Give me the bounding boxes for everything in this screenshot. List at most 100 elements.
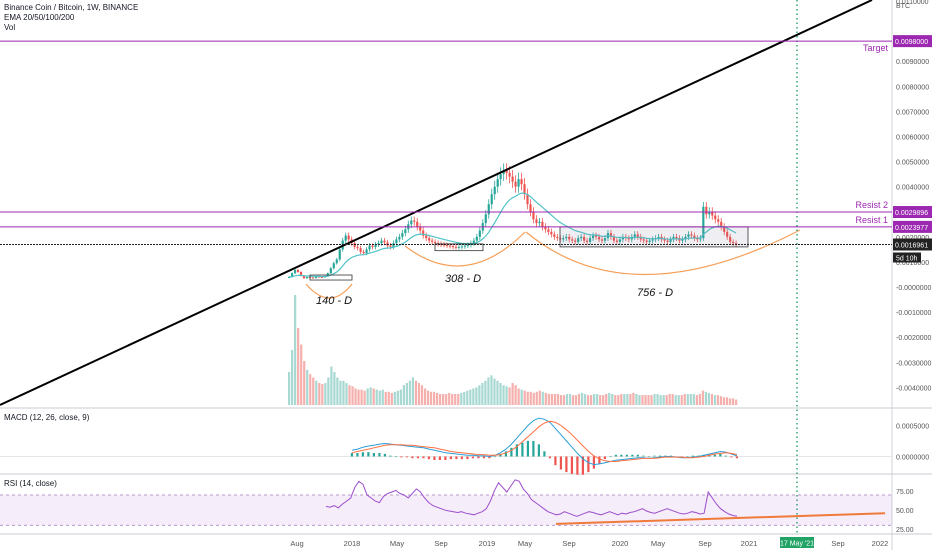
candle-body <box>636 234 639 237</box>
volume-bar <box>656 394 659 405</box>
ema-line <box>289 192 737 278</box>
volume-bar <box>532 392 535 405</box>
volume-bar <box>408 380 412 405</box>
consolidation-box-2 <box>434 243 484 252</box>
candle-body <box>305 277 309 279</box>
volume-bar <box>514 385 517 405</box>
candle-body <box>603 238 607 241</box>
volume-bar <box>617 395 620 405</box>
price-tick-label: 0.0020000 <box>896 235 929 242</box>
volume-bar <box>571 395 575 405</box>
volume-bar <box>626 394 629 405</box>
candle-body <box>425 235 428 239</box>
candle-body <box>454 246 458 248</box>
volume-bar <box>324 383 327 405</box>
macd-histogram-bar <box>493 456 496 458</box>
candle-body <box>693 235 696 239</box>
volume-bar <box>454 394 457 405</box>
volume-bar <box>484 380 487 405</box>
candle-body <box>523 184 526 195</box>
time-tick-label: 2021 <box>741 539 758 548</box>
candle-body <box>290 273 294 278</box>
volume-bar <box>315 380 318 405</box>
volume-bar <box>381 389 384 405</box>
rsi-legend: RSI (14, close) <box>4 479 57 488</box>
volume-bar <box>620 394 623 405</box>
volume-bar <box>668 394 671 405</box>
macd-histogram-bar <box>405 456 408 458</box>
candle-body <box>645 240 648 242</box>
volume-bar <box>704 391 707 405</box>
volume-bar <box>372 388 375 405</box>
rsi-tick-label: 75.00 <box>896 489 914 496</box>
macd-histogram-bar <box>719 453 722 457</box>
macd-histogram-bar <box>510 447 513 457</box>
volume-bar <box>590 395 593 405</box>
candle-body <box>293 269 297 274</box>
volume-bar <box>288 372 291 405</box>
pattern-label: 756 - D <box>637 287 673 299</box>
volume-bar <box>562 395 566 405</box>
macd-histogram-bar <box>383 453 386 457</box>
level-price-text: 0.0023977 <box>895 225 928 232</box>
macd-histogram-bar <box>433 456 436 460</box>
volume-bar <box>460 392 463 405</box>
candle-body <box>359 248 362 252</box>
volume-bar <box>354 388 357 405</box>
candle-body <box>723 226 726 232</box>
candle-body <box>618 239 621 242</box>
candle-body <box>475 236 478 241</box>
candle-body <box>472 240 475 244</box>
macd-histogram-bar <box>499 453 502 457</box>
candle-body <box>535 219 538 224</box>
volume-bar <box>342 380 345 405</box>
candle-body <box>311 277 315 279</box>
candle-body <box>445 244 449 246</box>
candle-body <box>508 172 511 177</box>
date-marker-tag <box>780 537 814 548</box>
candle-body <box>714 215 717 220</box>
candle-body <box>296 269 300 272</box>
macd-histogram-bar <box>372 453 375 457</box>
volume-bar <box>731 398 735 405</box>
volume-bar <box>574 395 578 405</box>
macd-histogram-bar <box>537 444 540 457</box>
candle-body <box>329 268 332 274</box>
volume-bar <box>363 390 366 405</box>
volume-bar <box>583 394 587 405</box>
time-tick-label: May <box>518 539 532 548</box>
macd-histogram-bar <box>449 456 452 460</box>
volume-bar <box>556 394 560 405</box>
candle-body <box>344 235 347 241</box>
volume-bar <box>466 390 469 405</box>
volume-bar <box>390 392 393 405</box>
macd-histogram-bar <box>587 456 590 473</box>
time-tick-label: May <box>651 539 665 548</box>
volume-bar <box>695 395 698 405</box>
time-tick-label: Sep <box>562 539 575 548</box>
candle-body <box>735 243 738 245</box>
price-tick-label: 0.0090000 <box>896 59 929 66</box>
candle-body <box>371 245 374 247</box>
macd-histogram-bar <box>691 455 694 457</box>
volume-bar <box>565 394 569 405</box>
volume-bar <box>593 394 596 405</box>
price-tick-label: -0.0000000 <box>896 285 932 292</box>
time-tick-label: Sep <box>434 539 447 548</box>
candle-body <box>401 233 404 237</box>
countdown-tag <box>893 252 921 263</box>
candle-body <box>696 238 699 240</box>
macd-histogram-bar <box>389 455 392 457</box>
macd-signal-line <box>351 420 738 462</box>
volume-bar <box>671 394 674 405</box>
candle-body <box>505 170 508 173</box>
candle-body <box>380 240 383 244</box>
candle-body <box>526 194 529 205</box>
volume-bar <box>686 394 689 405</box>
candle-body <box>347 235 350 240</box>
macd-histogram-bar <box>378 453 381 457</box>
volume-bar <box>544 392 547 405</box>
volume-bar <box>586 395 590 405</box>
